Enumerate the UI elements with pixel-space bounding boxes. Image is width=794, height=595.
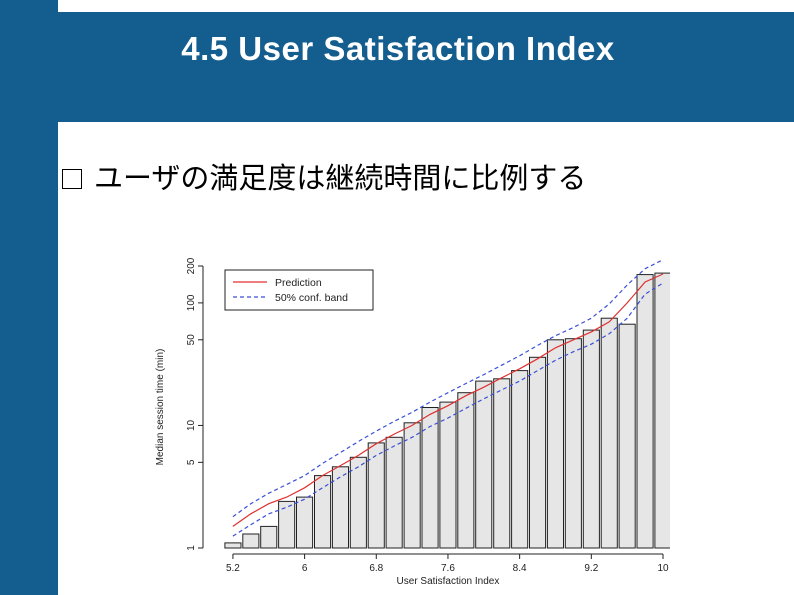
bar-11: [421, 407, 439, 549]
conf-band-upper-line: [232, 259, 664, 518]
bar-5: [314, 475, 332, 549]
bar-6: [331, 466, 349, 549]
bar-7: [349, 456, 367, 549]
x-tick-label-6: 6: [302, 563, 308, 574]
bar-24: [654, 272, 670, 549]
bar-17: [529, 356, 547, 549]
bar-19: [564, 338, 582, 549]
bar-9: [385, 436, 403, 549]
bar-13: [457, 392, 475, 549]
y-tick-label-1: 1: [186, 545, 197, 551]
lines-group: [232, 259, 664, 537]
bars-group: [224, 272, 670, 549]
legend-box: [224, 269, 374, 311]
x-tick-label-6.8: 6.8: [369, 563, 383, 574]
y-tick-label-50: 50: [186, 334, 197, 346]
bar-21: [600, 317, 618, 549]
bar-20: [582, 329, 600, 549]
bar-10: [403, 422, 421, 549]
legend-label-0: Prediction: [275, 277, 322, 289]
prediction-line: [232, 273, 664, 527]
bar-12: [439, 401, 457, 549]
y-tick-label-200: 200: [186, 258, 197, 274]
bar-23: [636, 274, 654, 549]
x-axis: 5.2 6 6.8 7.6 8.4 9.2 10: [226, 553, 669, 574]
y-tick-label-5: 5: [186, 459, 197, 465]
x-tick-label-10: 10: [657, 563, 669, 574]
y-tick-label-10: 10: [186, 419, 197, 431]
x-tick-label-8.4: 8.4: [513, 563, 527, 574]
bar-18: [546, 339, 564, 549]
bullet-point: ユーザの満足度は継続時間に比例する: [62, 156, 586, 196]
bullet-square-icon: [62, 169, 82, 189]
bar-3: [278, 500, 296, 549]
x-axis-label: User Satisfaction Index: [397, 576, 500, 587]
x-tick-label-9.2: 9.2: [584, 563, 598, 574]
legend-label-1: 50% conf. band: [275, 292, 348, 304]
bullet-text: ユーザの満足度は継続時間に比例する: [94, 161, 587, 195]
slide-header: [58, 12, 794, 122]
session-time-chart: 5.2 6 6.8 7.6 8.4 9.2 10 1 5 10 50 100 200 Predicti…: [155, 258, 670, 587]
slide-title: 4.5 User Satisfaction Index: [181, 30, 615, 67]
bar-4: [296, 496, 314, 549]
bar-8: [367, 442, 385, 549]
bar-0: [224, 542, 242, 549]
x-tick-label-5.2: 5.2: [226, 563, 240, 574]
bar-2: [260, 525, 278, 549]
legend: Prediction 50% conf. band: [224, 269, 374, 311]
bar-16: [511, 370, 529, 549]
bar-22: [618, 323, 636, 549]
bar-14: [475, 380, 493, 549]
y-tick-label-100: 100: [186, 294, 197, 311]
x-tick-label-7.6: 7.6: [441, 563, 455, 574]
conf-band-lower-line: [232, 282, 664, 537]
bar-15: [493, 378, 511, 549]
bar-1: [242, 533, 260, 549]
y-axis: 1 5 10 50 100 200: [186, 258, 204, 551]
left-accent-bar: [0, 0, 58, 595]
y-axis-label: Median session time (min): [155, 349, 166, 466]
